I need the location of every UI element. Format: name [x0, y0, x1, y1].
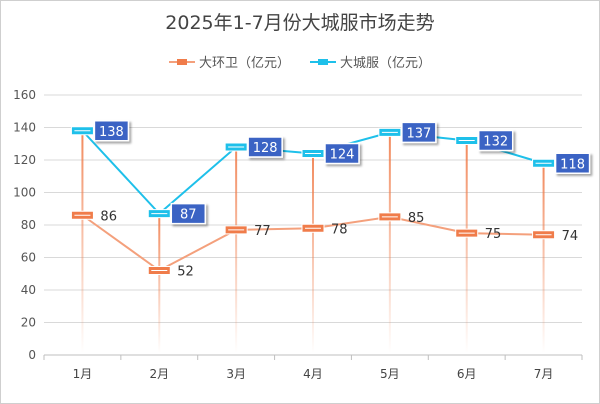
y-tick-label: 140 [13, 121, 36, 135]
data-label-series-1: 85 [408, 211, 425, 226]
legend-item-series-1: 大环卫（亿元） [168, 52, 290, 71]
y-tick-label: 0 [28, 348, 36, 362]
y-tick-label: 80 [21, 218, 36, 232]
drop-line [312, 153, 314, 353]
x-tick-label: 7月 [534, 367, 554, 381]
data-label-value: 124 [330, 148, 355, 163]
data-label-value: 137 [406, 126, 431, 141]
data-label-series-1: 78 [331, 222, 348, 237]
y-tick-label: 20 [21, 316, 36, 330]
drop-line [542, 163, 545, 353]
data-label-value: 138 [99, 125, 124, 140]
y-tick-label: 160 [13, 88, 36, 102]
y-tick-label: 40 [21, 283, 36, 297]
data-label-box [477, 129, 514, 152]
data-label-box [247, 136, 283, 158]
x-tick-label: 3月 [226, 367, 246, 381]
data-label-series-1: 86 [100, 209, 117, 224]
legend-marker-series-1 [168, 58, 195, 65]
legend-label-series-1: 大环卫（亿元） [198, 56, 290, 71]
data-label-box [401, 121, 437, 144]
drop-line [235, 147, 238, 353]
data-label-value: 118 [560, 157, 585, 172]
legend: 大环卫（亿元） 大城服（亿元） [0, 52, 600, 71]
data-label-series-2: 87 [170, 202, 207, 225]
chart-title: 2025年1-7月份大城服市场走势 [165, 12, 435, 34]
data-label-series-1: 74 [562, 229, 579, 244]
legend-marker-series-2 [310, 58, 336, 65]
data-label-series-1: 77 [254, 224, 271, 239]
drop-line [81, 130, 84, 353]
data-label-series-1: 75 [485, 227, 502, 242]
data-label-box [93, 120, 130, 142]
data-label-box [170, 202, 207, 225]
data-label-series-2: 124 [324, 142, 360, 165]
data-label-box [324, 142, 360, 165]
drop-line [388, 132, 391, 353]
data-label-series-2: 132 [477, 129, 514, 152]
data-label-value: 132 [483, 135, 508, 150]
data-label-series-2: 118 [554, 152, 591, 174]
drop-line [465, 140, 468, 353]
data-label-value: 87 [180, 208, 197, 223]
x-tick-label: 4月 [303, 367, 323, 381]
data-label-value: 128 [253, 141, 278, 156]
data-label-series-2: 137 [401, 121, 437, 144]
x-tick-label: 6月 [457, 367, 477, 381]
data-label-series-2: 138 [93, 120, 130, 142]
x-tick-label: 5月 [380, 367, 400, 381]
legend-label-series-2: 大城服（亿元） [340, 56, 432, 71]
y-tick-label: 100 [13, 186, 36, 200]
data-label-box [554, 152, 591, 174]
y-tick-label: 60 [21, 251, 36, 265]
data-label-series-1: 52 [177, 265, 194, 280]
x-tick-label: 1月 [73, 367, 93, 381]
drop-line [158, 213, 161, 353]
legend-item-series-2: 大城服（亿元） [310, 52, 431, 71]
y-tick-label: 120 [13, 153, 36, 167]
data-label-series-2: 128 [247, 136, 283, 158]
x-tick-label: 2月 [149, 367, 169, 381]
